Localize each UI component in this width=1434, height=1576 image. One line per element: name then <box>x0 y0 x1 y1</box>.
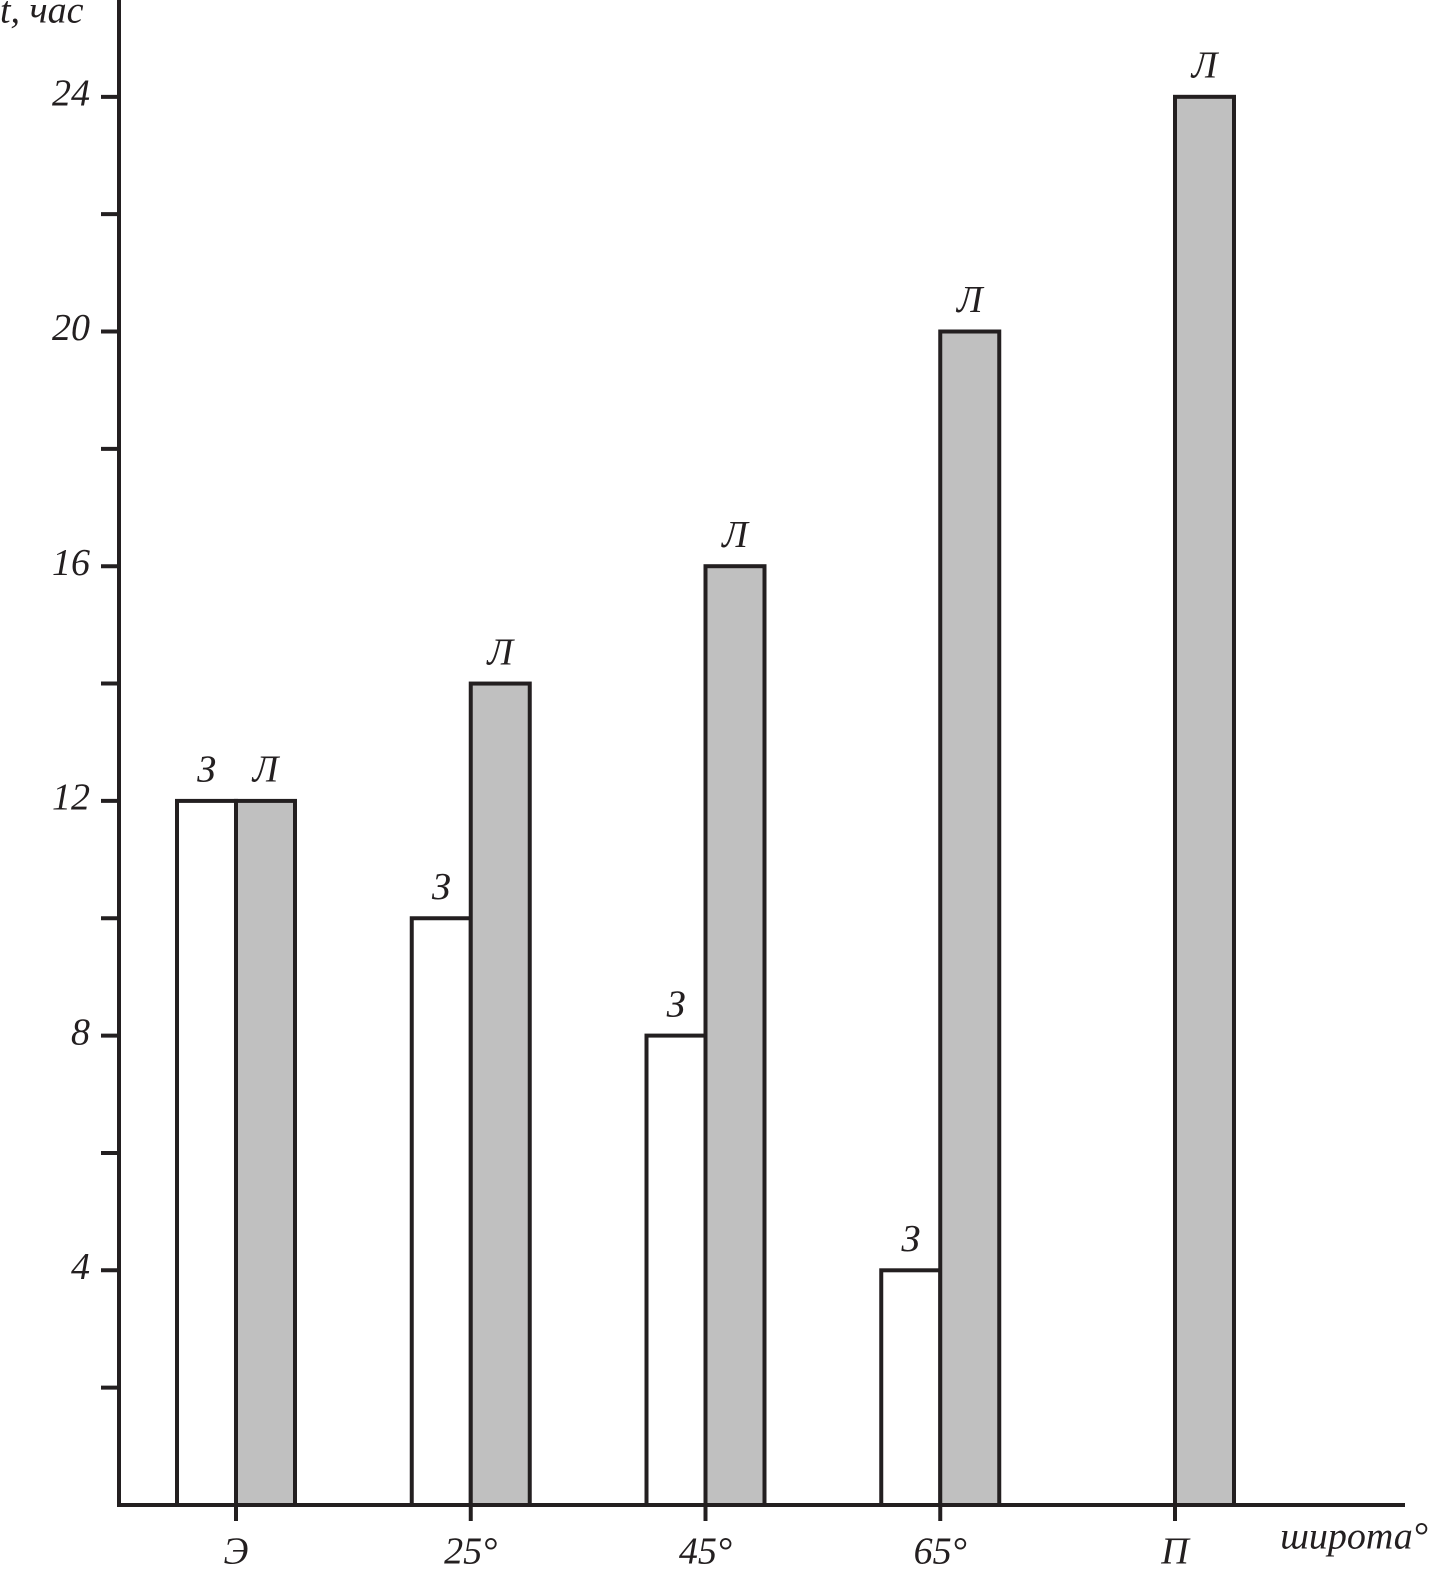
series-label: З <box>197 749 216 791</box>
x-tick-label: Э <box>224 1531 249 1573</box>
series-label: З <box>901 1218 920 1260</box>
y-tick-label: 24 <box>52 73 90 115</box>
x-tick-label: 25° <box>444 1531 497 1573</box>
x-tick-label: 65° <box>914 1531 967 1573</box>
bar <box>1173 94 1236 1507</box>
series-label: Л <box>1191 45 1220 87</box>
series-label: Л <box>252 749 281 791</box>
series-label: З <box>432 866 451 908</box>
bar <box>879 1268 943 1507</box>
series-label: Л <box>486 631 515 673</box>
bar <box>234 798 297 1507</box>
y-tick-label: 20 <box>52 307 90 349</box>
series-label: Л <box>956 279 985 321</box>
x-axis-label: широта° <box>1280 1516 1428 1558</box>
bar <box>409 916 473 1507</box>
bar <box>468 681 532 1507</box>
bar <box>644 1033 708 1507</box>
y-axis-label: t, час <box>0 0 84 32</box>
bar <box>175 798 238 1507</box>
bar <box>938 329 1002 1507</box>
y-tick-label: 4 <box>71 1246 90 1288</box>
y-tick-label: 8 <box>71 1011 90 1053</box>
series-label: Л <box>721 514 750 556</box>
x-tick-label: 45° <box>679 1531 732 1573</box>
bar <box>703 564 767 1507</box>
series-label: З <box>667 983 686 1025</box>
y-tick-label: 12 <box>52 777 90 819</box>
x-tick-label: П <box>1160 1531 1191 1573</box>
y-tick-label: 16 <box>52 542 90 584</box>
